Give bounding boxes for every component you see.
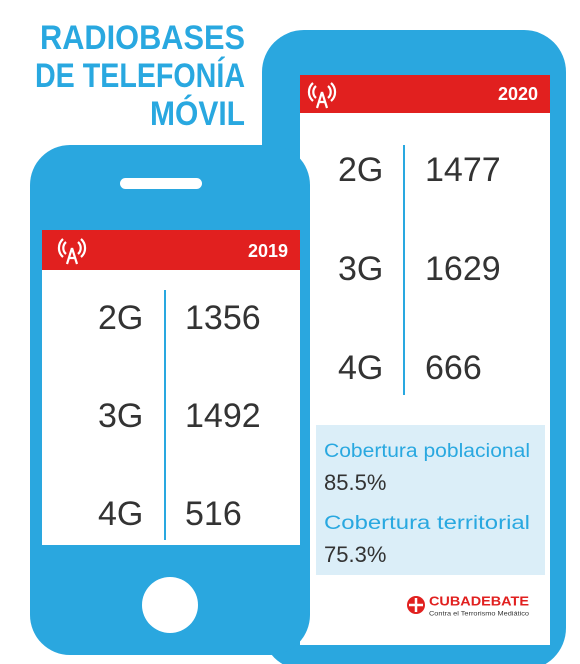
title-line: DE TELEFONÍA	[35, 57, 245, 95]
title-line: RADIOBASES	[40, 19, 245, 57]
coverage-label: Cobertura territorial	[324, 513, 530, 534]
year: 2019	[248, 241, 288, 261]
title-line: MÓVIL	[150, 95, 245, 133]
station-count: 1356	[185, 299, 261, 337]
phone-2020: 2020	[262, 30, 566, 664]
phone-screen	[42, 230, 300, 545]
technology: 2G	[98, 299, 143, 337]
phone-2019: 2019	[30, 145, 310, 655]
year: 2020	[498, 84, 538, 104]
coverage-box	[316, 425, 545, 575]
logo-name: CUBADEBATE	[429, 593, 529, 608]
antenna-icon	[307, 82, 337, 109]
home-button	[142, 577, 198, 633]
coverage-value: 85.5%	[324, 470, 386, 495]
station-count: 1477	[425, 151, 501, 189]
technology: 3G	[338, 250, 383, 288]
station-count: 1492	[185, 397, 261, 435]
technology: 4G	[98, 495, 143, 533]
antenna-icon	[57, 238, 87, 265]
station-count: 666	[425, 349, 482, 387]
technology: 2G	[338, 151, 383, 189]
logo-tagline: Contra el Terrorismo Mediático	[429, 612, 530, 618]
coverage-label: Cobertura poblacional	[324, 441, 530, 462]
technology: 3G	[98, 397, 143, 435]
speaker	[120, 178, 202, 189]
header-bar	[300, 75, 550, 113]
logo-cross	[409, 598, 423, 612]
technology: 4G	[338, 349, 383, 387]
logo: CUBADEBATE Contra el Terrorismo Mediátic…	[407, 593, 530, 618]
station-count: 1629	[425, 250, 501, 288]
coverage-value: 75.3%	[324, 542, 386, 567]
station-count: 516	[185, 495, 242, 533]
